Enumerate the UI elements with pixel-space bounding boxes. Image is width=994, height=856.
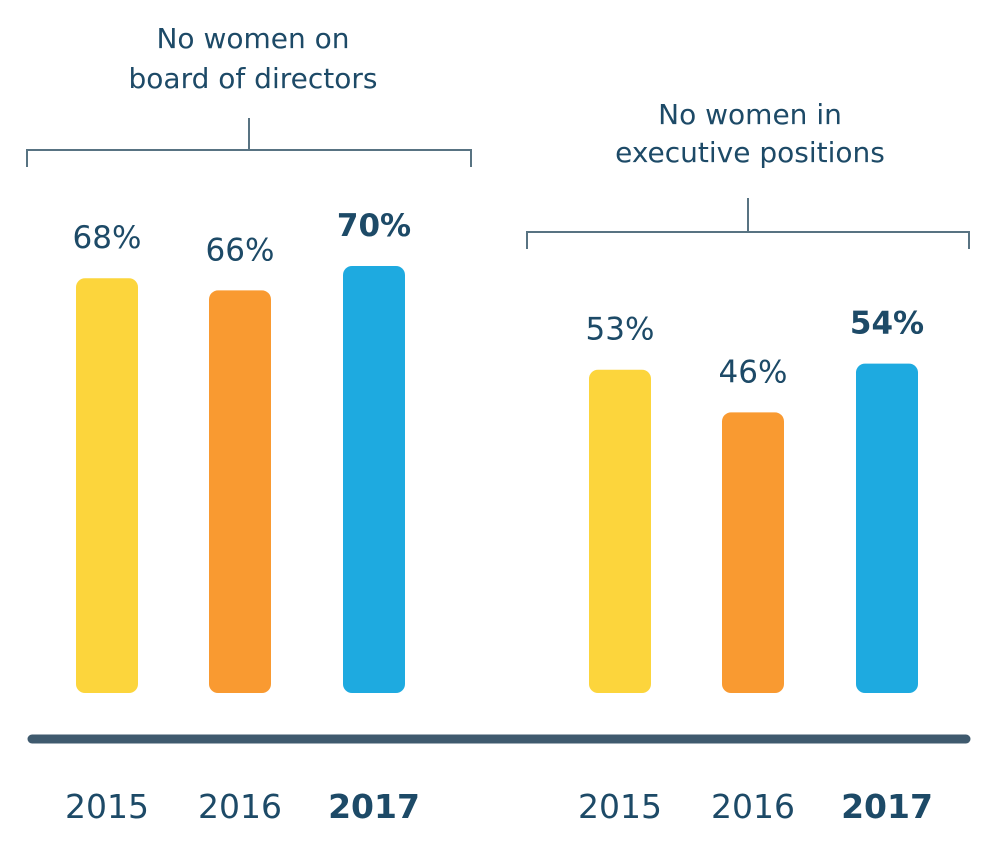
- group-title-1-line-2: board of directors: [129, 62, 378, 95]
- year-label-group2-2017: 2017: [841, 787, 933, 826]
- bar-group2-2016: [722, 412, 784, 693]
- year-label-group1-2016: 2016: [198, 787, 282, 826]
- group-title-1-line-1: No women on: [156, 22, 349, 55]
- group-bracket-1: [26, 118, 472, 167]
- bar-group1-2017: [343, 266, 405, 693]
- year-label-group2-2015: 2015: [578, 787, 662, 826]
- group-bracket-2: [526, 198, 970, 249]
- year-label-group2-2016: 2016: [711, 787, 795, 826]
- year-label-group1-2015: 2015: [65, 787, 149, 826]
- group-title-2-line-2: executive positions: [615, 136, 885, 169]
- bar-group2-2015: [589, 369, 651, 693]
- value-label-group1-2015: 68%: [73, 220, 142, 256]
- value-label-group1-2016: 66%: [206, 232, 275, 268]
- bar-group1-2016: [209, 290, 271, 693]
- value-label-group2-2017: 54%: [850, 306, 924, 342]
- value-label-group2-2016: 46%: [719, 354, 788, 390]
- bar-group1-2015: [76, 278, 138, 693]
- group-title-2-line-1: No women in: [658, 98, 842, 131]
- value-label-group1-2017: 70%: [337, 208, 411, 244]
- year-label-group1-2017: 2017: [328, 787, 420, 826]
- bar-group2-2017: [856, 363, 918, 693]
- value-label-group2-2015: 53%: [586, 312, 655, 348]
